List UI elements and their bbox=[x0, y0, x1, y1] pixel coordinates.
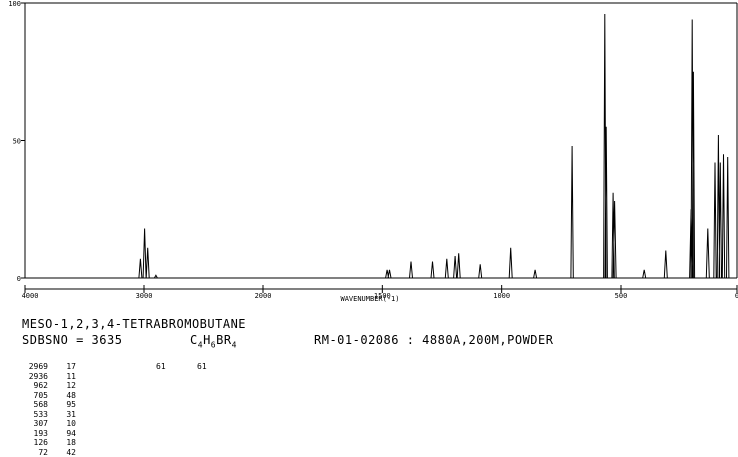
peak-intensity: 11 bbox=[66, 371, 76, 381]
x-tick-label: 1500 bbox=[374, 292, 391, 300]
peak-intensity: 42 bbox=[66, 447, 76, 457]
peak-row: 307 10 bbox=[22, 419, 76, 429]
y-tick-label: 0 bbox=[17, 275, 21, 283]
x-tick-label: 500 bbox=[615, 292, 628, 300]
peak-intensity: 95 bbox=[66, 400, 76, 409]
peak-row: 2936 11 bbox=[22, 372, 76, 382]
x-tick-label: 3000 bbox=[136, 292, 153, 300]
peak-wavenumber: 72 bbox=[38, 447, 48, 457]
x-tick-label: 4000 bbox=[22, 292, 39, 300]
y-tick-label: 100 bbox=[8, 0, 21, 8]
peak-row: 72 42 bbox=[22, 448, 76, 457]
peak-row: 568 95 bbox=[22, 400, 76, 410]
spectrum-chart: 4000 3000 2000 1500 1000 500 0 0 50 100 WAVENUMBE… bbox=[8, 0, 738, 303]
formula-h: H bbox=[203, 333, 211, 347]
x-tick-label: 2000 bbox=[255, 292, 272, 300]
formula-c-count: 4 bbox=[197, 340, 204, 350]
extra-value: 61 bbox=[156, 362, 166, 371]
peak-row: 2969 17 bbox=[22, 362, 76, 372]
peak-row: 193 94 bbox=[22, 429, 76, 439]
peak-table: 2969 17 2936 11 962 12 705 48 568 95 533 31 307 10 193… bbox=[22, 362, 76, 457]
x-tick-label: 0 bbox=[735, 292, 738, 300]
chart-axes bbox=[24, 2, 738, 290]
formula-c: C bbox=[190, 333, 198, 347]
peak-wavenumber: 962 bbox=[33, 381, 48, 390]
peak-intensity: 48 bbox=[66, 390, 76, 400]
peak-intensity: 12 bbox=[66, 381, 76, 390]
peak-intensity: 31 bbox=[66, 409, 76, 419]
peak-row: 962 12 bbox=[22, 381, 76, 391]
x-axis-label: WAVENUMBER(-1) bbox=[340, 295, 399, 303]
spectrum-line bbox=[25, 13, 737, 279]
formula-br-count: 4 bbox=[231, 340, 237, 350]
peak-row: 126 18 bbox=[22, 438, 76, 448]
y-tick-label: 50 bbox=[13, 138, 21, 146]
sdbs-number: SDBSNO = 3635 bbox=[22, 333, 123, 347]
peak-wavenumber: 2936 bbox=[28, 371, 48, 381]
peak-wavenumber: 568 bbox=[33, 400, 48, 409]
peak-wavenumber: 705 bbox=[33, 390, 48, 400]
extra-value: 61 bbox=[197, 362, 207, 371]
peak-intensity: 17 bbox=[66, 362, 76, 371]
formula-h-count: 6 bbox=[210, 340, 217, 350]
peak-wavenumber: 2969 bbox=[28, 362, 48, 371]
peak-wavenumber: 126 bbox=[33, 438, 48, 447]
peak-intensity: 10 bbox=[66, 419, 76, 428]
measurement-info: RM-01-02086 : 4880A,200M,POWDER bbox=[314, 333, 554, 347]
compound-name: MESO-1,2,3,4-TETRABROMOBUTANE bbox=[22, 317, 247, 331]
peak-wavenumber: 193 bbox=[33, 428, 48, 438]
peak-row: 705 48 bbox=[22, 391, 76, 401]
molecular-formula: C4H6BR4 bbox=[190, 333, 237, 349]
chart-ticks: 4000 3000 2000 1500 1000 500 0 0 50 100 bbox=[8, 0, 738, 300]
peak-wavenumber: 533 bbox=[33, 409, 48, 419]
formula-br: BR bbox=[216, 333, 232, 347]
peak-intensity: 94 bbox=[66, 428, 76, 438]
peak-wavenumber: 307 bbox=[33, 419, 48, 428]
peak-row: 533 31 bbox=[22, 410, 76, 420]
x-tick-label: 1000 bbox=[493, 292, 510, 300]
peak-intensity: 18 bbox=[66, 438, 76, 447]
